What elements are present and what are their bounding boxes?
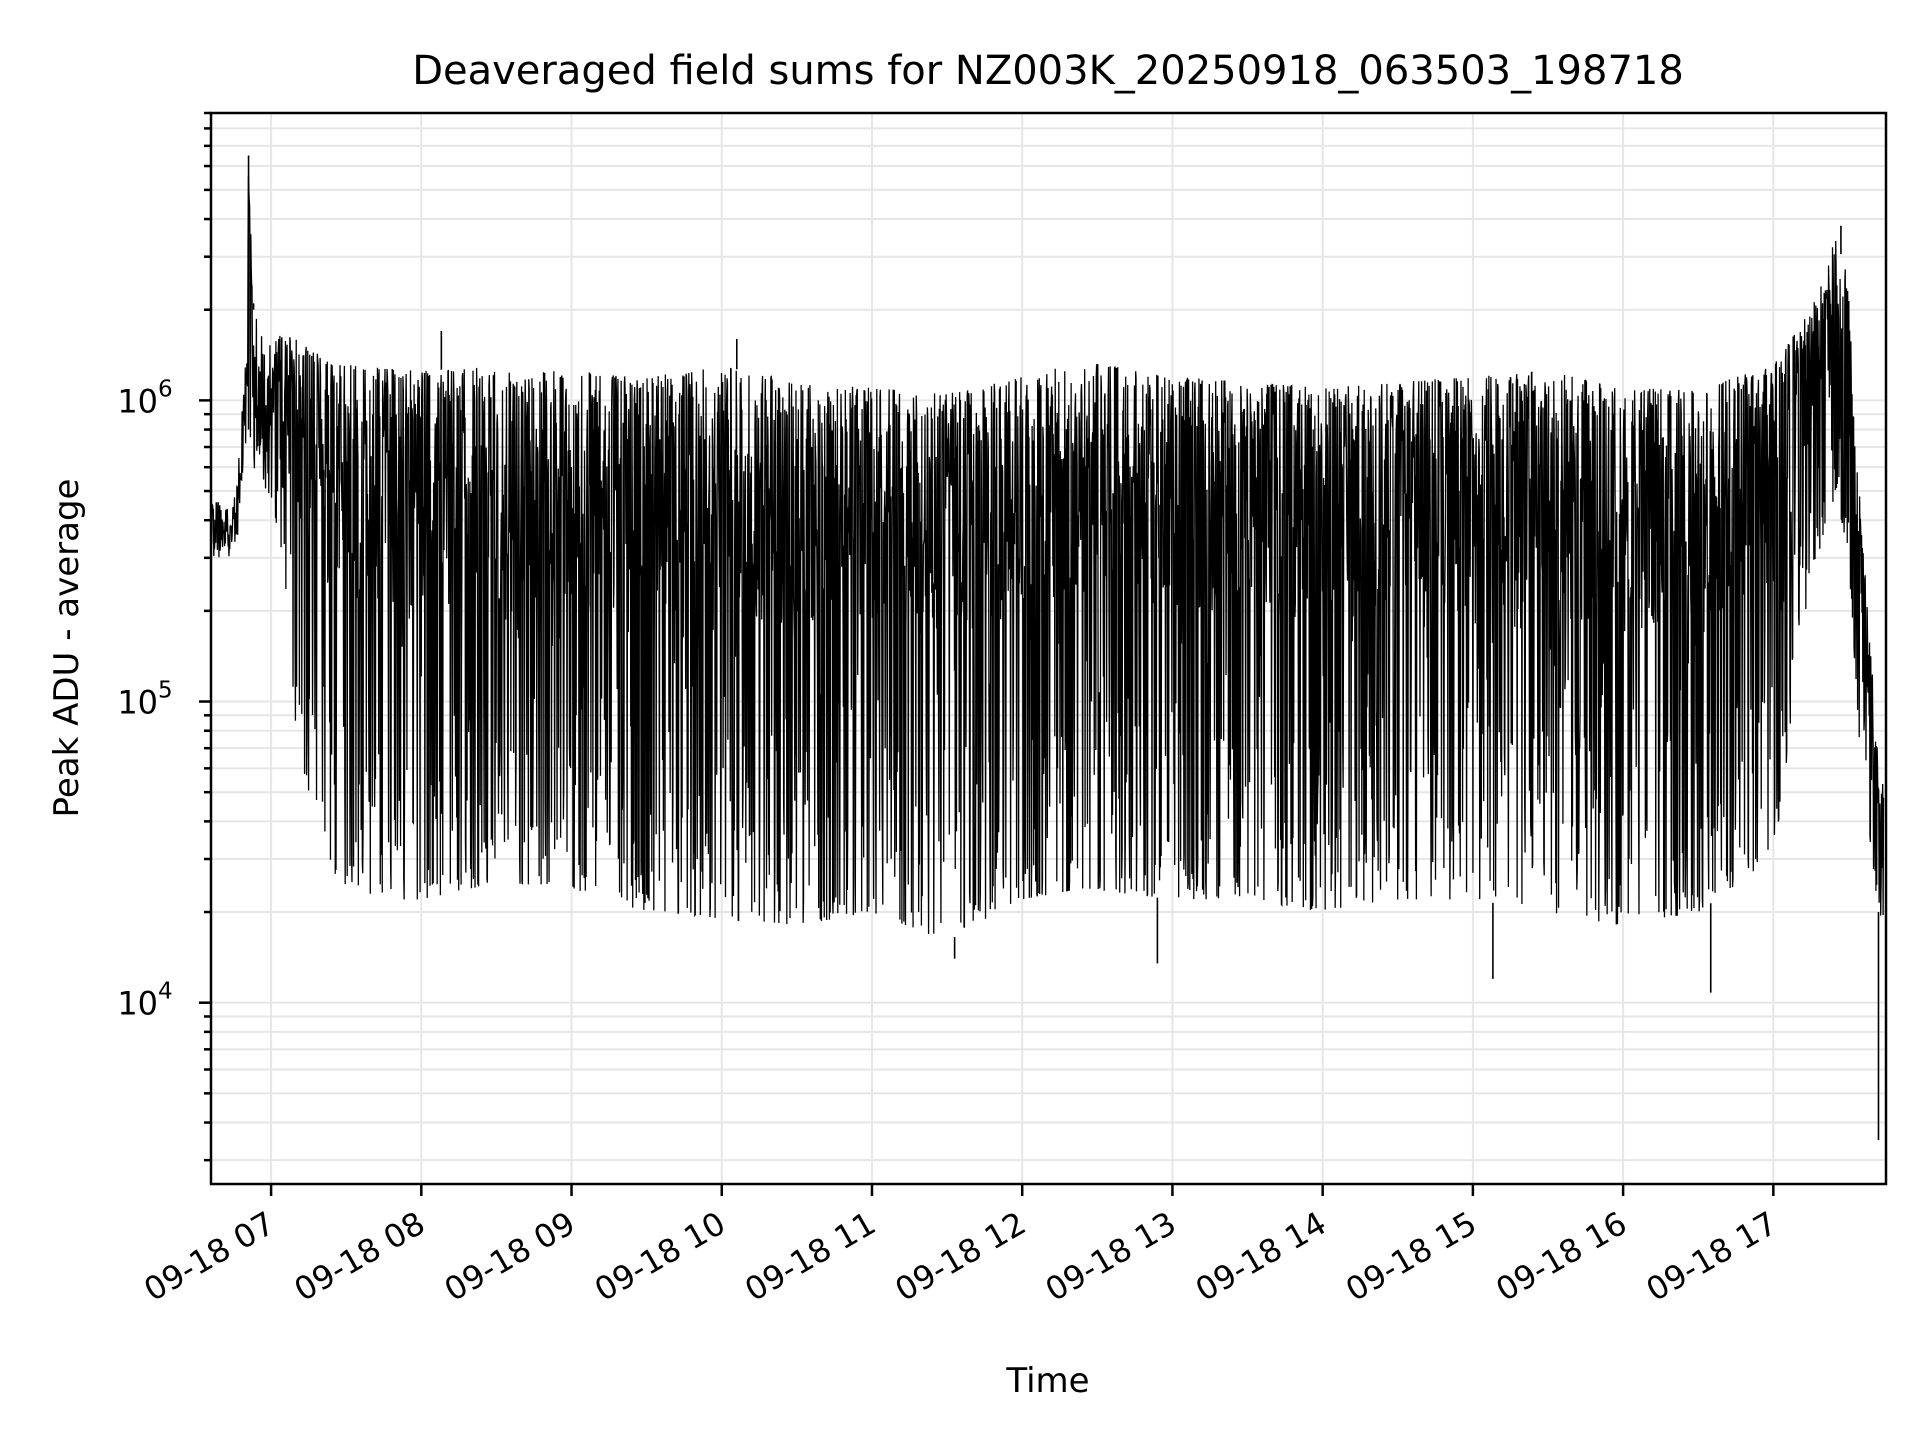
x-axis-label: Time [1005, 1361, 1089, 1401]
x-tick-label: 09-18 17 [1640, 1204, 1784, 1309]
x-tick-label: 09-18 07 [137, 1204, 281, 1309]
x-tick-label: 09-18 12 [889, 1204, 1033, 1309]
plot-frame [209, 111, 1888, 1186]
y-tick-label: 106 [117, 376, 172, 420]
chart-title: Deaveraged field sums for NZ003K_2025091… [412, 48, 1684, 94]
y-tick-label: 105 [117, 678, 172, 722]
x-tick-label: 09-18 14 [1189, 1204, 1333, 1309]
x-tick-label: 09-18 08 [288, 1204, 432, 1309]
x-axis: 09-18 07 09-18 08 09-18 09 09-18 10 09-18 11… [137, 1184, 1783, 1309]
grid [211, 112, 1886, 1184]
y-axis-label: Peak ADU - average [47, 479, 87, 818]
y-tick-label: 104 [117, 979, 172, 1023]
x-tick-label: 09-18 09 [438, 1204, 582, 1309]
x-tick-label: 09-18 11 [738, 1204, 882, 1309]
y-axis: 104 105 106 [117, 111, 211, 1162]
plot-area [211, 155, 1885, 1140]
x-tick-label: 09-18 13 [1039, 1204, 1183, 1309]
spike-marks [247, 155, 1880, 1140]
x-tick-label: 09-18 16 [1490, 1204, 1634, 1309]
series-line [211, 176, 1885, 935]
x-tick-label: 09-18 15 [1339, 1204, 1483, 1309]
x-tick-label: 09-18 10 [588, 1204, 732, 1309]
